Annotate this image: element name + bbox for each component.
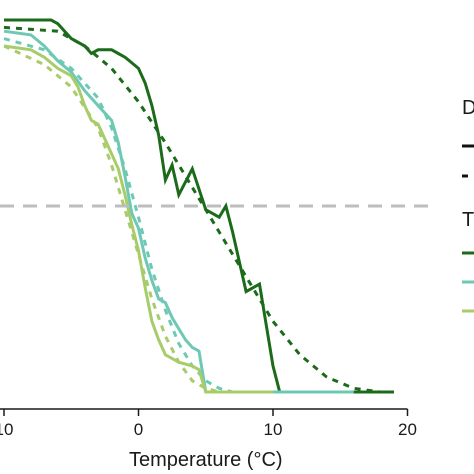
- x-tick-label: 20: [398, 420, 417, 439]
- legend: D T: [462, 97, 474, 313]
- x-axis-title: Temperature (°C): [129, 449, 283, 471]
- series-line-6: [3, 44, 233, 394]
- x-tick-label: 10: [264, 420, 283, 439]
- series-line-1: [4, 18, 394, 394]
- legend-keys-line-style: [462, 144, 474, 178]
- legend-title-2: T: [462, 209, 474, 231]
- series-line-3: [3, 29, 354, 394]
- x-tick-label: 0: [134, 420, 143, 439]
- series-line-4: [3, 37, 247, 394]
- plot-area: [3, 18, 394, 394]
- x-axis-ticks: 10 0 10 20: [0, 409, 417, 439]
- legend-title-1: D: [462, 97, 474, 119]
- series-line-5: [3, 44, 273, 394]
- series-line-2: [3, 25, 394, 394]
- legend-keys-color: [462, 251, 474, 313]
- x-tick-label: 10: [0, 420, 13, 439]
